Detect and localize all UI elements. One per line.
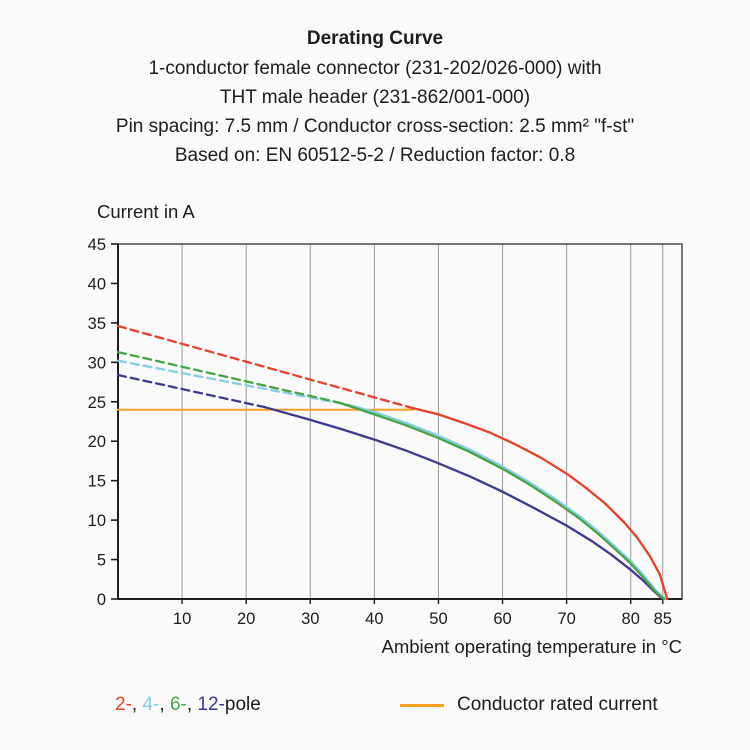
subtitle-line-4: Based on: EN 60512-5-2 / Reduction facto… — [174, 145, 576, 166]
svg-text:0: 0 — [97, 591, 106, 609]
derating-chart: 0 5 10 15 20 25 30 35 40 45 10 20 30 40 50 60 70 80 85 — [88, 236, 683, 628]
svg-text:5: 5 — [97, 552, 106, 570]
subtitle-line-3: Pin spacing: 7.5 mm / Conductor cross-se… — [115, 116, 635, 137]
svg-text:30: 30 — [88, 354, 106, 372]
figure-header: Derating Curve 1-conductor female connec… — [0, 24, 750, 170]
legend-rated-current: Conductor rated current — [400, 694, 658, 716]
2-pole-solid-line — [411, 406, 669, 601]
legend-pole-6: 6- — [169, 694, 187, 715]
y-axis-title: Current in A — [97, 201, 195, 222]
svg-text:40: 40 — [365, 610, 383, 628]
legend-separator: , — [131, 694, 143, 715]
12-pole-dashed-line — [116, 373, 267, 409]
legend-separator: , — [159, 694, 170, 715]
svg-text:35: 35 — [88, 315, 106, 333]
svg-text:15: 15 — [88, 473, 106, 491]
svg-text:20: 20 — [88, 433, 106, 451]
svg-text:80: 80 — [622, 610, 640, 628]
subtitle-line-2: THT male header (231-862/001-000) — [219, 87, 531, 108]
legend-poles: 2-, 4-, 6-, 12-pole — [115, 694, 261, 716]
svg-text:20: 20 — [237, 610, 255, 628]
svg-text:10: 10 — [88, 512, 106, 530]
rated-current-label: Conductor rated current — [457, 694, 658, 715]
x-axis-title: Ambient operating temperature in °C — [381, 636, 682, 657]
chart-title: Derating Curve — [306, 28, 444, 49]
4-pole-solid-line — [347, 403, 667, 601]
subtitle-line-1: 1-conductor female connector (231-202/02… — [148, 58, 602, 79]
svg-text:30: 30 — [301, 610, 319, 628]
svg-text:45: 45 — [88, 236, 106, 254]
svg-text:10: 10 — [173, 610, 191, 628]
6-pole-dashed-line — [116, 350, 341, 404]
rated-current-line-swatch — [400, 703, 444, 707]
12-pole-solid-line — [264, 406, 664, 601]
svg-text:85: 85 — [654, 610, 672, 628]
legend-pole-12: 12- — [197, 694, 225, 715]
legend-separator: , — [186, 694, 198, 715]
svg-text:25: 25 — [88, 394, 106, 412]
legend-pole-4: 4- — [142, 694, 160, 715]
svg-text:40: 40 — [88, 275, 106, 293]
4-pole-dashed-line — [116, 359, 350, 407]
2-pole-dashed-line — [116, 324, 414, 410]
svg-text:60: 60 — [493, 610, 511, 628]
legend-pole-suffix: pole — [224, 694, 261, 715]
6-pole-solid-line — [337, 401, 666, 601]
svg-text:50: 50 — [429, 610, 447, 628]
legend-pole-2: 2- — [115, 694, 132, 715]
svg-text:70: 70 — [557, 610, 575, 628]
